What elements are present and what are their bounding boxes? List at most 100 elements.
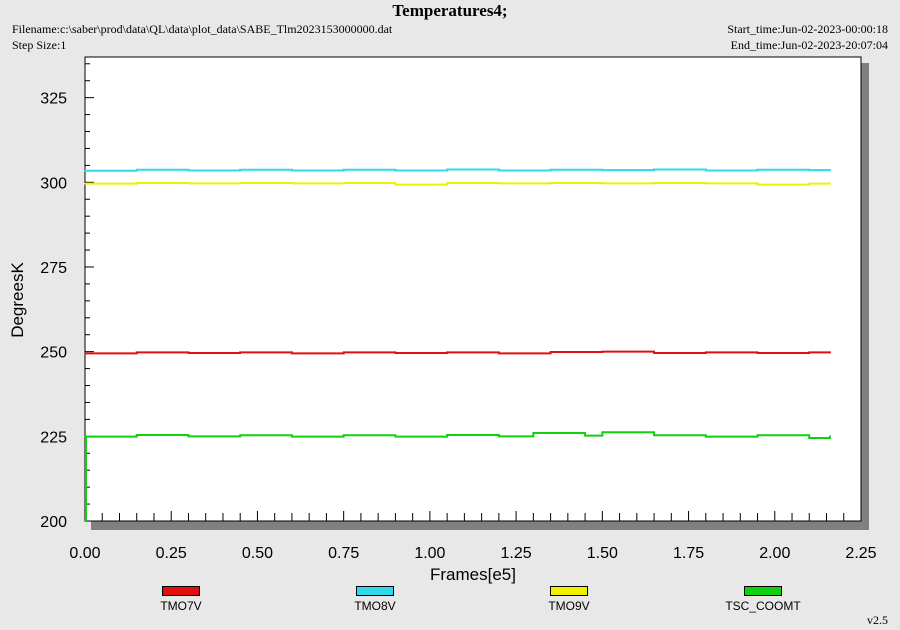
data-point [342, 168, 345, 171]
x-tick-label: 0.25 [156, 545, 187, 562]
data-point [808, 351, 811, 354]
data-point [342, 434, 345, 437]
x-axis: 0.00 0.25 0.50 0.75 1.00 1.25 1.50 1.75 2.00 2.25 [69, 511, 877, 562]
data-point [705, 182, 707, 185]
data-point [446, 182, 448, 184]
y-tick-label: 300 [40, 175, 67, 192]
data-point [187, 169, 190, 172]
data-point [239, 434, 241, 437]
data-point [808, 182, 811, 185]
x-tick-label: 1.25 [501, 545, 532, 562]
series-tmo7v [84, 350, 831, 355]
legend-item-tmo8v: TMO8V [315, 586, 435, 613]
data-point [187, 435, 190, 438]
legend-label: TSC_COOMT [725, 599, 801, 613]
data-point [187, 352, 190, 354]
data-point [601, 431, 604, 434]
data-point [135, 434, 138, 436]
data-point [239, 351, 241, 354]
data-point [653, 168, 655, 171]
data-point [653, 352, 655, 354]
data-point [549, 351, 552, 353]
data-point [756, 168, 759, 171]
data-point [584, 434, 586, 437]
x-axis-label: Frames[e5] [430, 565, 516, 584]
data-point [187, 182, 190, 185]
data-point [84, 352, 86, 355]
data-point [135, 168, 138, 171]
data-point [532, 432, 535, 434]
data-point [84, 182, 86, 185]
series-tmo9v [84, 181, 831, 186]
data-point [342, 182, 345, 184]
data-point [498, 169, 500, 172]
x-tick-label: 2.00 [759, 545, 790, 562]
data-point [239, 182, 241, 184]
data-point [829, 169, 831, 172]
data-point [135, 182, 138, 184]
x-tick-label: 1.00 [414, 545, 445, 562]
legend-item-tmo7v: TMO7V [121, 586, 241, 613]
y-axis-label: DegreesK [8, 262, 27, 338]
data-point [829, 182, 831, 185]
data-point [756, 434, 759, 437]
data-point [808, 169, 811, 171]
legend-item-tsc-coomt: TSC_COOMT [703, 586, 823, 613]
y-tick-label: 200 [40, 514, 67, 531]
data-point [291, 182, 293, 185]
legend-label: TMO7V [160, 599, 202, 613]
data-point [756, 352, 759, 354]
legend-swatch [550, 586, 588, 596]
data-point [549, 182, 552, 184]
data-point [653, 182, 655, 184]
data-point [549, 168, 552, 171]
data-point [394, 435, 397, 438]
data-point [829, 351, 831, 354]
data-point [601, 350, 604, 353]
end-time-label: End_time:Jun-02-2023-20:07:04 [730, 38, 888, 52]
version-label: v2.5 [867, 613, 888, 627]
data-point [705, 435, 707, 438]
filename-label: Filename:c:\saber\prod\data\QL\data\plot… [12, 22, 393, 36]
y-tick-label: 275 [40, 260, 67, 277]
data-point [394, 169, 397, 172]
data-point [705, 351, 707, 354]
data-point [84, 169, 86, 172]
y-tick-label: 250 [40, 345, 67, 362]
data-point [342, 351, 345, 354]
data-point [498, 352, 500, 355]
data-point [601, 169, 604, 171]
legend-swatch [162, 586, 200, 596]
data-point [291, 169, 293, 172]
legend-swatch [356, 586, 394, 596]
data-point [808, 437, 811, 439]
data-point [829, 435, 831, 437]
legend-item-tmo9v: TMO9V [509, 586, 629, 613]
legend-label: TMO9V [548, 599, 590, 613]
data-point [705, 169, 707, 172]
plot-area [84, 56, 862, 522]
data-point [394, 352, 397, 354]
legend-swatch [744, 586, 782, 596]
x-tick-label: 0.00 [69, 545, 100, 562]
data-point [653, 434, 655, 437]
data-point [135, 351, 138, 354]
data-point [446, 168, 448, 171]
x-tick-label: 0.50 [242, 545, 273, 562]
data-point [239, 168, 241, 171]
chart-title: Temperatures4; [392, 1, 508, 20]
data-point [394, 183, 397, 186]
data-point [446, 434, 448, 436]
y-tick-label: 225 [40, 429, 67, 446]
data-point [498, 182, 500, 185]
step-size-label: Step Size:1 [12, 38, 67, 52]
x-tick-label: 0.75 [328, 545, 359, 562]
data-point [498, 435, 500, 438]
start-time-label: Start_time:Jun-02-2023-00:00:18 [727, 22, 888, 36]
data-point [291, 352, 293, 355]
x-tick-label: 1.75 [673, 545, 704, 562]
y-tick-label: 325 [40, 91, 67, 108]
series-tmo8v [84, 168, 831, 172]
data-point [291, 435, 293, 438]
